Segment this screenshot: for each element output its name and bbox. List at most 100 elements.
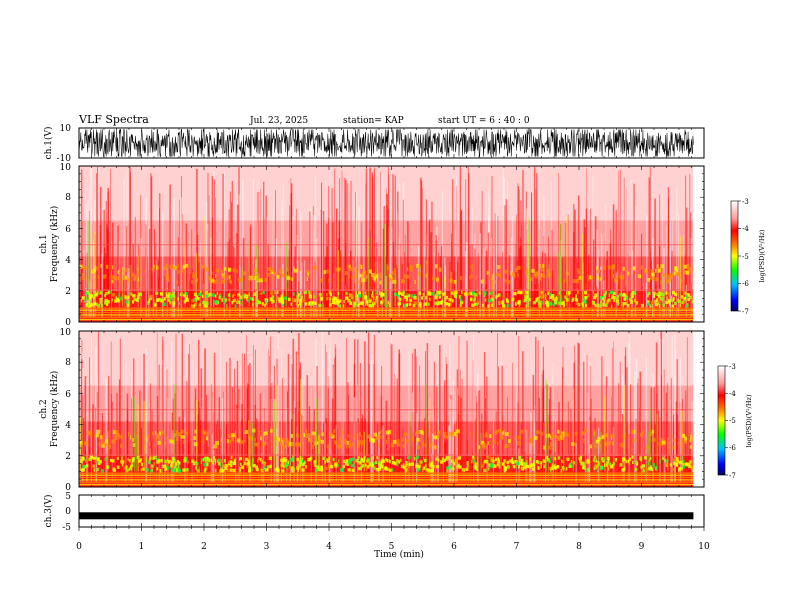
spectrogram-streak — [690, 238, 693, 318]
spectrogram-blob — [177, 432, 181, 437]
spectrogram-blob — [288, 465, 291, 469]
spectrogram-blob — [675, 269, 678, 274]
spectrogram-streak — [455, 230, 457, 318]
spectrogram-blob — [97, 429, 101, 434]
spectrogram-blob — [378, 467, 382, 471]
spectrogram-streak — [497, 333, 498, 483]
spectrogram-blob — [212, 460, 214, 465]
spectrogram-blob — [524, 270, 529, 275]
spectrogram-blob — [205, 462, 209, 467]
spectrogram-blob — [649, 467, 653, 471]
spectrogram-blob — [660, 292, 663, 297]
spectrogram-blob — [348, 460, 352, 464]
spectrogram-blob — [340, 439, 342, 443]
spectrogram-blob — [338, 299, 342, 303]
spectrogram-blob — [655, 268, 657, 273]
spectrogram-streak — [480, 221, 482, 318]
spectrogram-blob — [507, 439, 511, 443]
spectrogram-blob — [81, 296, 85, 300]
spectrogram-streak — [174, 393, 176, 483]
spectrogram-blob — [252, 268, 257, 273]
spectrogram-blob — [539, 276, 542, 281]
spectrogram-blob — [495, 429, 498, 434]
spectrogram-streak — [365, 168, 368, 318]
spectrogram-blob — [403, 274, 407, 279]
spectrogram-streak — [431, 433, 433, 483]
spectrogram-blob — [293, 268, 298, 273]
spectrogram-streak — [671, 251, 673, 318]
spectrogram-blob — [350, 457, 354, 462]
spectrogram-blob — [511, 297, 515, 301]
spectrogram-blob — [106, 302, 109, 307]
spectrogram-blob — [424, 273, 428, 278]
spectrogram-streak — [509, 255, 511, 318]
spectrogram-blob — [489, 291, 492, 295]
spectrogram-blob — [236, 269, 238, 274]
spectrogram-blob — [484, 433, 488, 438]
spectrogram-streak — [574, 209, 576, 318]
spectrogram-blob — [647, 293, 649, 297]
spectrogram-blob — [403, 466, 406, 470]
spectrogram-blob — [623, 301, 627, 306]
spectrogram-blob — [549, 295, 553, 299]
spectrogram-blob — [320, 468, 324, 472]
spectrogram-blob — [264, 468, 268, 472]
spectrogram-streak — [155, 260, 157, 318]
spectrogram-blob — [230, 455, 233, 460]
ch1-freq-tick-10: 10 — [60, 163, 72, 173]
spectrogram-spike — [594, 432, 596, 472]
spectrogram-blob — [514, 460, 518, 464]
spectrogram-blob — [101, 469, 104, 473]
spectrogram-spike — [184, 243, 186, 307]
spectrogram-blob — [622, 434, 625, 439]
spectrogram-blob — [392, 279, 397, 284]
spectrogram-blob — [498, 300, 502, 305]
spectrogram-blob — [162, 299, 165, 303]
spectrogram-blob — [281, 300, 285, 304]
spectrogram-blob — [197, 469, 200, 473]
spectrogram-blob — [642, 469, 645, 473]
spectrogram-streak — [194, 388, 197, 483]
spectrogram-blob — [339, 304, 342, 308]
spectrogram-blob — [161, 430, 164, 434]
spectrogram-streak — [485, 250, 488, 318]
spectrogram-blob — [441, 299, 444, 303]
spectrogram-blob — [210, 458, 213, 462]
spectrogram-blob — [467, 466, 469, 470]
spectrogram-streak — [586, 393, 589, 483]
ch2-channel-label: ch.2 — [39, 399, 49, 418]
spectrogram-streak — [466, 340, 468, 483]
spectrogram-blob — [345, 444, 348, 449]
spectrogram-streak — [573, 362, 575, 483]
spectrogram-streak — [148, 228, 151, 318]
spectrogram-blob — [612, 267, 614, 272]
spectrogram-streak — [282, 264, 284, 318]
spectrogram-streak — [294, 246, 296, 318]
spectrogram-blob — [523, 466, 527, 470]
spectrogram-blob — [532, 442, 534, 447]
spectrogram-blob — [214, 461, 216, 466]
spectrogram-streak — [412, 411, 414, 483]
spectrogram-spike — [355, 213, 357, 307]
spectrogram-blob — [446, 435, 449, 440]
spectrogram-blob — [605, 463, 607, 467]
spectrogram-blob — [360, 465, 362, 470]
spectrogram-blob — [604, 442, 608, 447]
spectrogram-blob — [560, 469, 563, 473]
spectrogram-streak — [691, 282, 692, 318]
spectrogram-blob — [201, 294, 204, 298]
spectrogram-blob — [277, 437, 281, 442]
spectrogram-streak — [666, 382, 668, 483]
spectrogram-streak — [148, 220, 150, 318]
spectrogram-streak — [361, 414, 364, 483]
spectrogram-blob — [237, 293, 239, 297]
spectrogram-blob — [164, 467, 167, 472]
ch1-freq-tick-0: 0 — [65, 318, 71, 328]
spectrogram-blob — [137, 292, 141, 296]
spectrogram-blob — [401, 292, 405, 296]
spectrogram-streak — [685, 390, 687, 483]
spectrogram-spike — [457, 387, 459, 472]
spectrogram-streak — [601, 356, 603, 483]
spectrogram-blob — [296, 466, 300, 470]
spectrogram-streak — [633, 183, 635, 318]
